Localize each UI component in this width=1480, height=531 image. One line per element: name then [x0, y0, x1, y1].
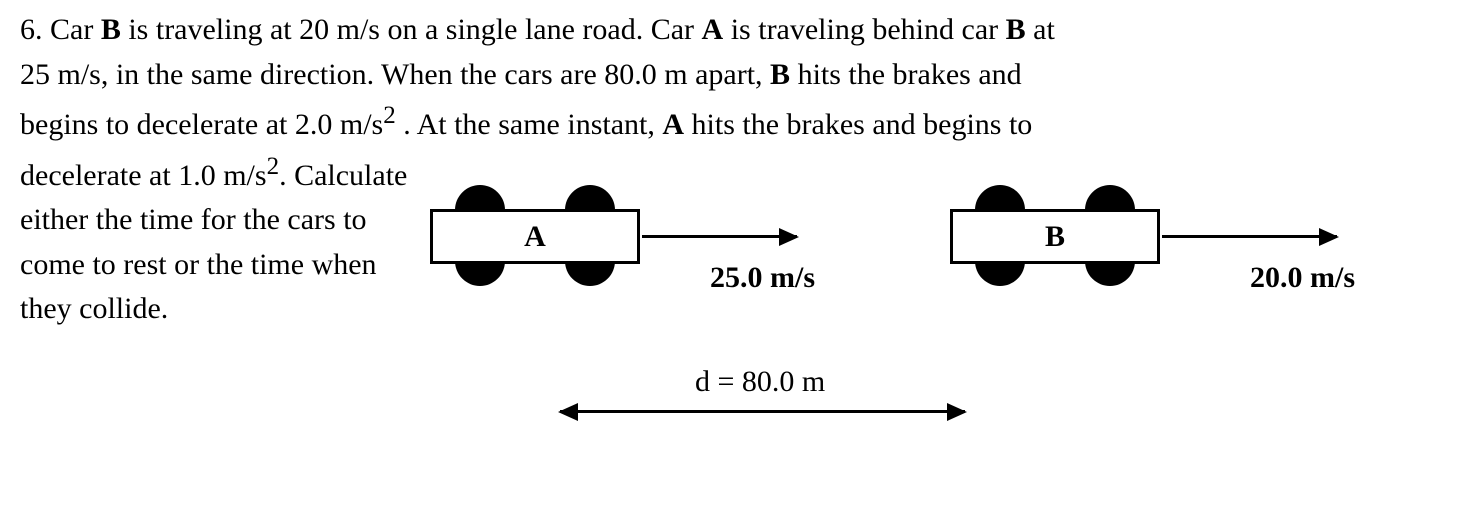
line-5: either the time for the cars to	[20, 200, 420, 241]
physics-problem-page: 6. Car B is traveling at 20 m/s on a sin…	[0, 0, 1480, 531]
car-a-wheel	[455, 261, 505, 286]
car-b: B	[950, 185, 1160, 285]
cars-diagram: A 25.0 m/s B 20.0 m/s d = 80.0 m	[420, 175, 1440, 515]
line-1: 6. Car B is traveling at 20 m/s on a sin…	[20, 10, 1460, 51]
line-3: begins to decelerate at 2.0 m/s2 . At th…	[20, 99, 1460, 146]
squared: 2	[267, 153, 280, 180]
car-a-velocity-arrow	[642, 235, 797, 238]
line-6: come to rest or the time when	[20, 245, 420, 286]
car-a-velocity-label: 25.0 m/s	[710, 261, 815, 295]
car-a-label: A	[524, 220, 546, 254]
wrapped-lines: either the time for the cars to come to …	[20, 200, 420, 334]
line-7: they collide.	[20, 289, 420, 330]
car-a-wheel	[455, 185, 505, 210]
problem-text: 6. Car B is traveling at 20 m/s on a sin…	[20, 10, 1460, 196]
distance-arrow	[560, 410, 965, 413]
car-b-label: B	[1045, 220, 1065, 254]
car-b-velocity-arrow	[1162, 235, 1337, 238]
car-b-wheel	[1085, 185, 1135, 210]
car-a: A	[430, 185, 640, 285]
problem-number: 6.	[20, 13, 43, 46]
squared: 2	[383, 102, 396, 129]
car-a-wheel	[565, 185, 615, 210]
line-2: 25 m/s, in the same direction. When the …	[20, 55, 1460, 96]
car-b-velocity-label: 20.0 m/s	[1250, 261, 1355, 295]
car-b-wheel	[1085, 261, 1135, 286]
car-b-wheel	[975, 185, 1025, 210]
car-b-wheel	[975, 261, 1025, 286]
distance-label: d = 80.0 m	[695, 365, 825, 399]
car-a-body: A	[430, 209, 640, 264]
car-a-wheel	[565, 261, 615, 286]
car-b-body: B	[950, 209, 1160, 264]
